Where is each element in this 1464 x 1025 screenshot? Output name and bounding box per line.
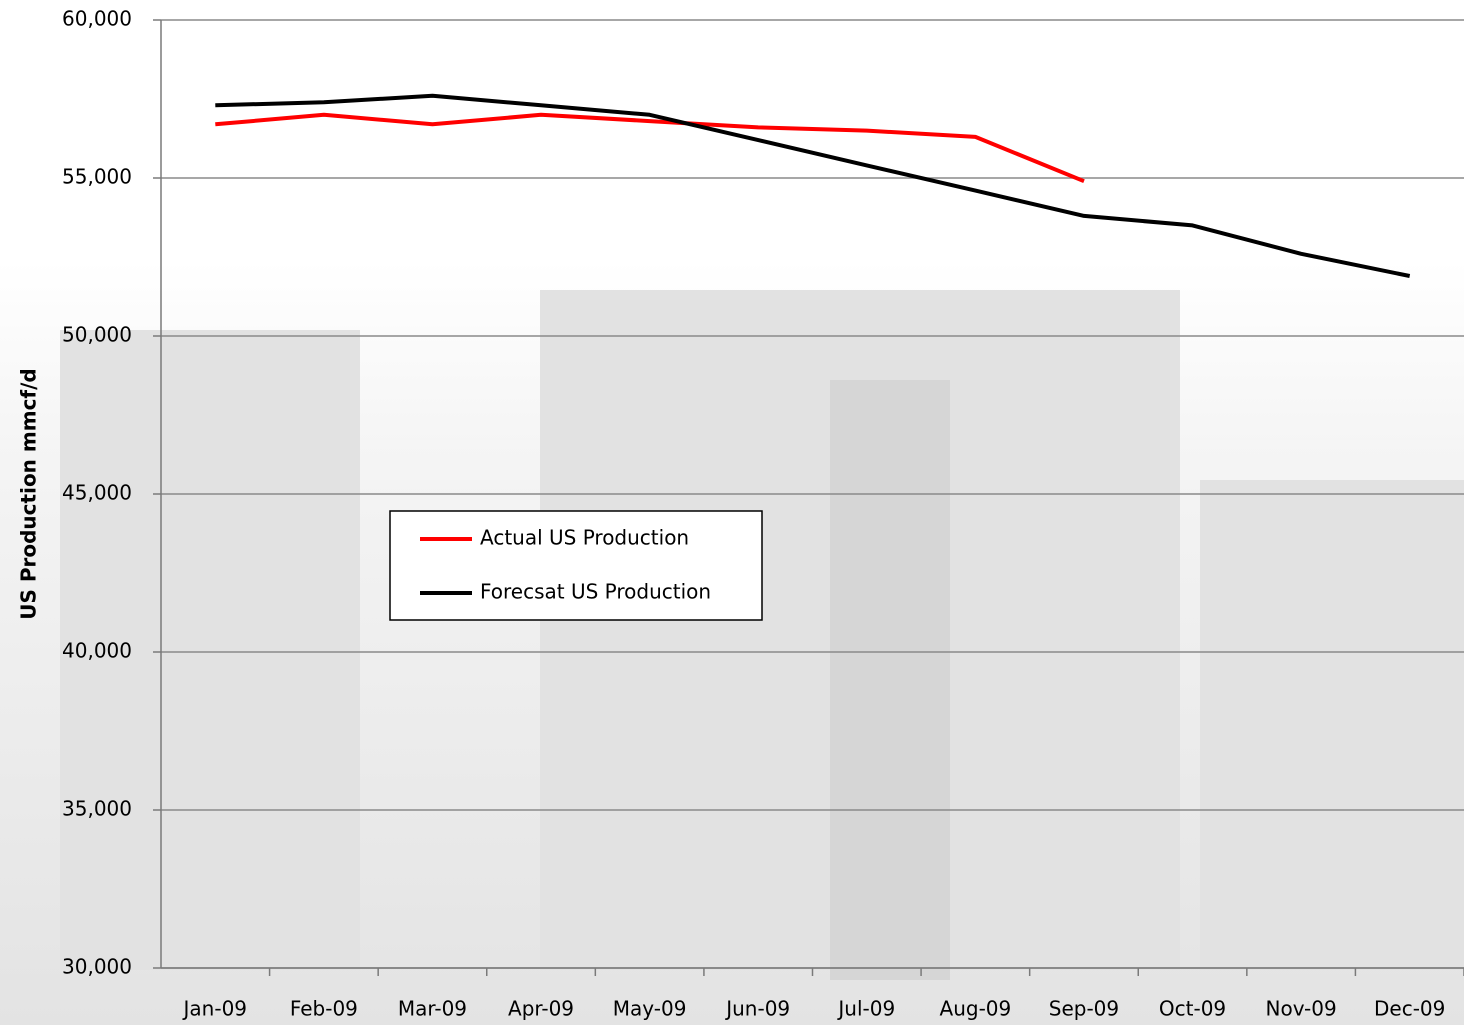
legend: Actual US Production Forecsat US Producti… <box>390 511 762 620</box>
y-tick-label: 35,000 <box>62 797 132 821</box>
x-tick-label: May-09 <box>613 997 687 1021</box>
y-axis-title: US Production mmcf/d <box>17 368 41 620</box>
y-tick-label: 45,000 <box>62 481 132 505</box>
x-tick-label: Mar-09 <box>398 997 467 1021</box>
x-tick-label: Jul-09 <box>836 997 895 1021</box>
x-tick-label: Nov-09 <box>1266 997 1337 1021</box>
legend-label: Forecsat US Production <box>480 580 711 604</box>
x-tick-label: Feb-09 <box>290 997 358 1021</box>
x-tick-label: Jun-09 <box>724 997 790 1021</box>
chart: US Production mmcf/d 30,000 35,000 40,000 4… <box>0 0 1464 1025</box>
x-tick-label: Sep-09 <box>1049 997 1119 1021</box>
x-tick-label: Apr-09 <box>508 997 574 1021</box>
y-tick-label: 30,000 <box>62 955 132 979</box>
y-tick-label: 50,000 <box>62 323 132 347</box>
y-tick-label: 40,000 <box>62 639 132 663</box>
x-tick-label: Dec-09 <box>1374 997 1445 1021</box>
x-tick-label: Jan-09 <box>182 997 248 1021</box>
x-tick-label: Oct-09 <box>1159 997 1226 1021</box>
y-tick-label: 60,000 <box>62 7 132 31</box>
y-tick-label: 55,000 <box>62 165 132 189</box>
x-tick-label: Aug-09 <box>940 997 1012 1021</box>
legend-label: Actual US Production <box>480 526 689 550</box>
